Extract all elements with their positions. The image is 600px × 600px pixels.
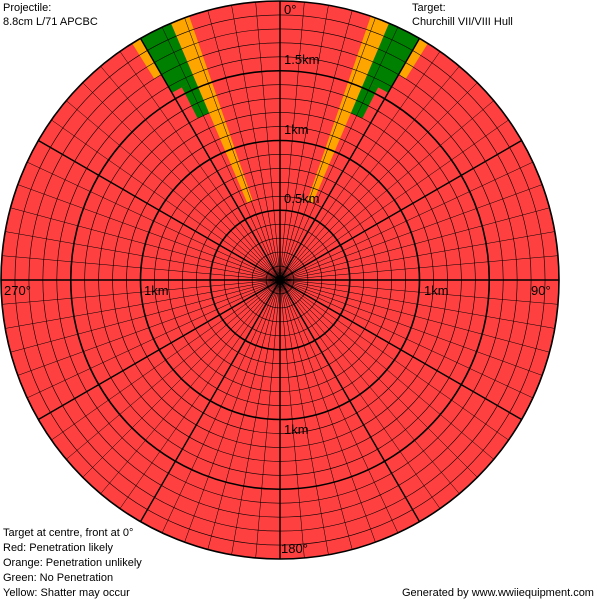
angle-spoke (207, 10, 281, 281)
major-angle-spoke (139, 279, 281, 522)
angle-spoke (279, 51, 441, 281)
range-label-right-1km: 1km (424, 283, 449, 298)
angle-spoke (161, 27, 281, 281)
angle-spoke (27, 161, 281, 281)
angle-spoke (279, 161, 533, 281)
angle-spoke (279, 2, 305, 281)
angle-spoke (279, 255, 558, 281)
angle-spoke (279, 279, 441, 509)
polar-grid (0, 0, 560, 560)
angle-spoke (207, 279, 281, 550)
zone-orange (307, 16, 390, 203)
angle-spoke (279, 66, 460, 281)
angle-spoke (279, 279, 399, 533)
legend-line: Yellow: Shatter may occur (3, 587, 130, 599)
angle-spoke (51, 119, 281, 281)
range-label-top-1km: 1km (284, 122, 309, 137)
credit-text: Generated by www.wwiiequipment.com (402, 587, 594, 599)
angle-label-0: 0° (284, 2, 297, 17)
zone-orange (398, 38, 428, 79)
angle-spoke (279, 10, 353, 281)
angle-spoke (279, 184, 543, 281)
angle-spoke (279, 5, 329, 281)
angle-spoke (279, 279, 353, 550)
target-value: Churchill VII/VIII Hull (412, 16, 513, 28)
angle-spoke (82, 279, 281, 478)
angle-spoke (231, 5, 281, 281)
major-angle-spoke (279, 139, 522, 281)
angle-spoke (279, 82, 478, 281)
angle-spoke (184, 279, 281, 543)
angle-spoke (279, 279, 305, 558)
angle-spoke (184, 17, 281, 281)
range-label-bottom-1km: 1km (284, 422, 309, 437)
angle-spoke (279, 279, 558, 305)
angle-spoke (161, 279, 281, 533)
zone-green (181, 79, 213, 119)
angle-spoke (100, 279, 281, 494)
angle-spoke (5, 279, 281, 329)
angle-spoke (5, 231, 281, 281)
angle-spoke (2, 255, 281, 281)
projectile-value: 8.8cm L/71 APCBC (3, 16, 98, 28)
angle-spoke (279, 279, 494, 460)
angle-spoke (255, 279, 281, 558)
angle-spoke (27, 279, 281, 399)
angle-spoke (279, 279, 550, 353)
angle-spoke (279, 279, 460, 494)
angle-spoke (279, 17, 376, 281)
range-label-top-1-5km: 1.5km (284, 52, 320, 67)
zone-green (140, 23, 196, 93)
angle-spoke (255, 2, 281, 281)
angle-spoke (17, 184, 281, 281)
angle-spoke (17, 279, 281, 376)
angle-label-90: 90° (531, 283, 551, 298)
legend-line: Green: No Penetration (3, 572, 114, 584)
major-angle-spoke (279, 279, 522, 421)
range-label-top-0-5km: 0.5km (284, 191, 320, 206)
angle-spoke (100, 66, 281, 281)
angle-label-180: 180° (281, 541, 308, 556)
angle-label-270: 270° (4, 283, 31, 298)
major-angle-spoke (38, 139, 281, 281)
angle-spoke (279, 279, 543, 376)
angle-spoke (2, 279, 281, 305)
angle-spoke (279, 279, 533, 399)
angle-spoke (66, 279, 281, 460)
angle-spoke (279, 27, 399, 281)
angle-spoke (119, 51, 281, 281)
angle-spoke (279, 279, 329, 555)
target-label: Target: (412, 2, 446, 14)
zone-green (347, 79, 379, 119)
zone-orange (132, 38, 162, 79)
angle-spoke (66, 100, 281, 281)
zone-green (364, 23, 420, 93)
major-angle-spoke (279, 279, 421, 522)
major-angle-spoke (279, 38, 421, 281)
legend-line: Red: Penetration likely (3, 542, 114, 554)
angle-spoke (279, 279, 509, 441)
angle-spoke (279, 279, 376, 543)
angle-spoke (279, 231, 555, 281)
angle-spoke (119, 279, 281, 509)
angle-spoke (279, 119, 509, 281)
range-label-left-1km: 1km (144, 283, 169, 298)
projectile-label: Projectile: (3, 2, 52, 14)
major-angle-spoke (38, 279, 281, 421)
angle-spoke (10, 207, 281, 281)
angle-spoke (82, 82, 281, 281)
angle-spoke (279, 100, 494, 281)
major-angle-spoke (139, 38, 281, 281)
legend-line: Orange: Penetration unlikely (3, 557, 142, 569)
angle-spoke (279, 207, 550, 281)
angle-spoke (10, 279, 281, 353)
angle-spoke (231, 279, 281, 555)
angle-spoke (279, 279, 555, 329)
angle-spoke (279, 279, 478, 478)
angle-spoke (51, 279, 281, 441)
legend-line: Target at centre, front at 0° (3, 527, 134, 539)
zone-orange (170, 16, 253, 203)
